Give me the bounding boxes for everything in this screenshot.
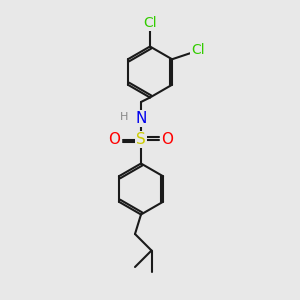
Text: Cl: Cl: [143, 16, 157, 30]
Text: N: N: [135, 111, 147, 126]
Text: O: O: [161, 132, 173, 147]
Text: O: O: [109, 132, 121, 147]
Text: H: H: [120, 112, 129, 122]
Text: Cl: Cl: [191, 43, 204, 57]
Text: S: S: [136, 132, 146, 147]
